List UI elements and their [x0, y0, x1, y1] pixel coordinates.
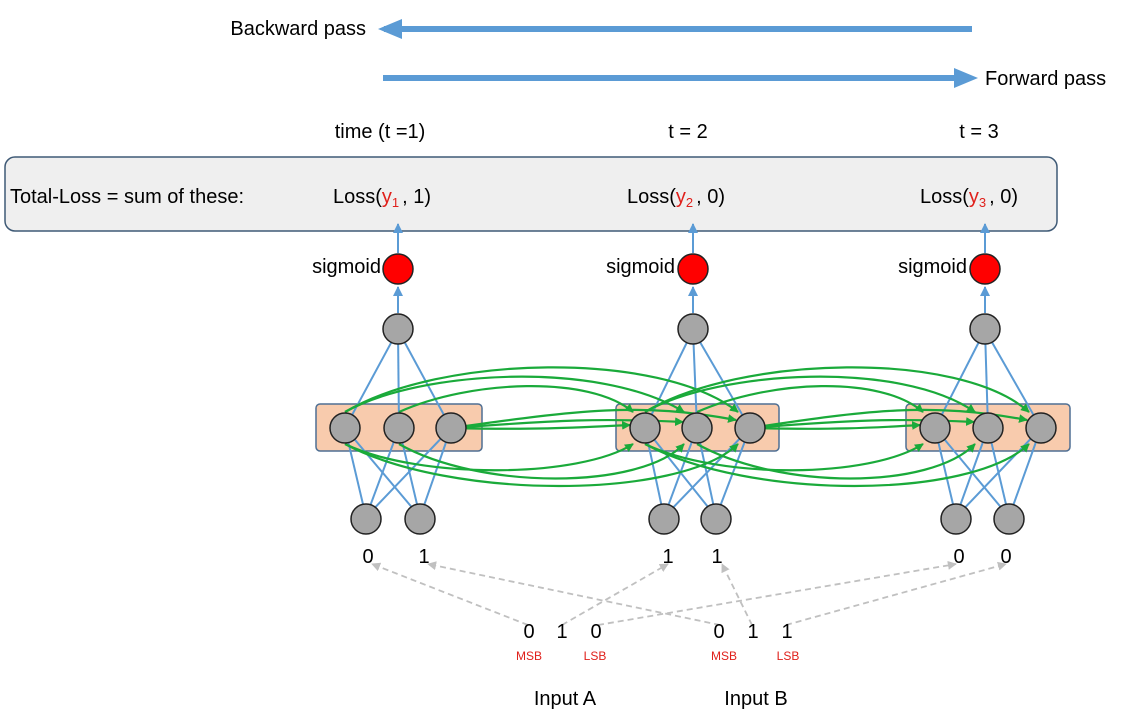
input-node [404, 503, 436, 535]
backward-pass: Backward pass [230, 18, 972, 40]
hidden-node [681, 412, 713, 444]
loss-term-1: Loss(y1, 1) [333, 186, 431, 210]
input-a-msb: MSB [516, 649, 542, 663]
bit-t1-a: 0 [362, 546, 373, 568]
total-loss-label: Total-Loss = sum of these: [10, 186, 244, 208]
input-b-digit: 1 [747, 621, 758, 643]
nodes [329, 253, 1057, 535]
hidden-node [972, 412, 1004, 444]
hidden-node [329, 412, 361, 444]
bit-t3-b: 0 [1000, 546, 1011, 568]
bit-t2-b: 1 [711, 546, 722, 568]
output-node-1 [382, 253, 414, 285]
input-node [940, 503, 972, 535]
hidden-node [383, 412, 415, 444]
output-node-2 [677, 253, 709, 285]
sigmoid-label-2: sigmoid [606, 256, 675, 278]
input-a-label: Input A [534, 688, 597, 710]
input-node [993, 503, 1025, 535]
input-node [648, 503, 680, 535]
input-routing [371, 560, 1007, 626]
bit-t2-a: 1 [662, 546, 673, 568]
backward-pass-label: Backward pass [230, 18, 366, 40]
sigmoid-label-3: sigmoid [898, 256, 967, 278]
total-loss-box [4, 156, 1058, 232]
bit-t3-a: 0 [953, 546, 964, 568]
input-b-msb: MSB [711, 649, 737, 663]
hidden-node [734, 412, 766, 444]
time-label-3: t = 3 [959, 121, 998, 143]
forward-pass-arrowhead [954, 68, 978, 88]
hidden-node [435, 412, 467, 444]
loss-term-2: Loss(y2, 0) [627, 186, 725, 210]
input-b-lsb: LSB [777, 649, 800, 663]
hidden-node [629, 412, 661, 444]
bit-t1-b: 1 [418, 546, 429, 568]
input-b-digit: 0 [713, 621, 724, 643]
input-a-lsb: LSB [584, 649, 607, 663]
pre-output-node-2 [677, 313, 709, 345]
pre-output-node-3 [969, 313, 1001, 345]
output-node-3 [969, 253, 1001, 285]
pre-output-node-1 [382, 313, 414, 345]
hidden-node [1025, 412, 1057, 444]
recurrent-connections [344, 366, 1030, 488]
sigmoid-label-1: sigmoid [312, 256, 381, 278]
input-a-digit: 1 [556, 621, 567, 643]
backward-pass-arrowhead [378, 19, 402, 39]
forward-pass-label: Forward pass [985, 68, 1106, 90]
time-label-1: time (t =1) [335, 121, 426, 143]
input-node [350, 503, 382, 535]
forward-pass: Forward pass [383, 68, 1106, 90]
input-a-digit: 0 [523, 621, 534, 643]
input-node [700, 503, 732, 535]
time-label-2: t = 2 [668, 121, 707, 143]
input-b-label: Input B [724, 688, 787, 710]
input-b-digit: 1 [781, 621, 792, 643]
input-a-digit: 0 [590, 621, 601, 643]
hidden-node [919, 412, 951, 444]
loss-term-3: Loss(y3, 0) [920, 186, 1018, 210]
